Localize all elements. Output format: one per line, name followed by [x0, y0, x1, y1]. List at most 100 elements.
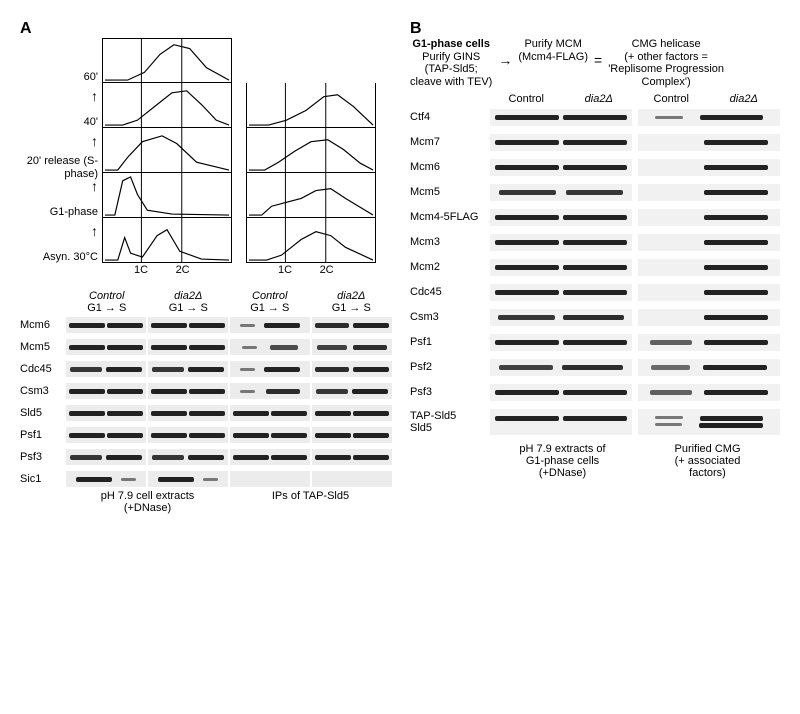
lane-pane	[638, 109, 780, 126]
lane-half	[66, 471, 146, 487]
protein-label: Sic1	[20, 473, 66, 485]
band	[189, 345, 225, 350]
lanes	[66, 317, 392, 333]
band	[189, 389, 225, 394]
band	[315, 367, 349, 372]
blot-row: Cdc45	[20, 358, 392, 380]
protein-label: Sld5	[20, 407, 66, 419]
band	[353, 455, 389, 460]
band	[151, 389, 187, 394]
protein-label: Mcm3	[410, 236, 490, 248]
lane-half	[148, 471, 228, 487]
band	[563, 416, 627, 421]
panel-a-blots: Control dia2Δ Control dia2Δ G1 → S G1 → …	[20, 290, 392, 514]
lane-half	[66, 317, 146, 333]
lane-half	[66, 449, 146, 465]
blot-row: Sld5	[20, 402, 392, 424]
lane-half	[312, 317, 392, 333]
lane-pane	[638, 409, 780, 435]
flow-cell	[102, 218, 232, 263]
band	[121, 478, 136, 481]
lanes	[66, 339, 392, 355]
panel-a-label: A	[20, 20, 392, 38]
band	[107, 323, 143, 328]
protein-label: Mcm7	[410, 136, 490, 148]
lane-half	[312, 339, 392, 355]
band	[704, 390, 768, 395]
lane-pane	[490, 334, 632, 351]
scheme-step3: CMG helicase (+ other factors = 'Repliso…	[608, 38, 724, 89]
blot-caption-row: pH 7.9 cell extracts (+DNase) IPs of TAP…	[20, 490, 392, 514]
band	[70, 455, 102, 460]
lane-group	[66, 449, 228, 465]
flow-column: 1C2C	[102, 38, 232, 280]
band	[495, 416, 559, 421]
lane-half	[312, 427, 392, 443]
blot-row: Mcm4-5FLAG	[410, 205, 780, 230]
panel-b-captions: pH 7.9 extracts of G1-phase cells (+DNas…	[410, 443, 780, 479]
band	[495, 115, 559, 120]
blot-row: Mcm5	[20, 336, 392, 358]
band	[650, 240, 693, 245]
band	[203, 478, 218, 481]
band	[704, 290, 768, 295]
lane-half	[230, 383, 310, 399]
band	[563, 140, 627, 145]
lane-half	[230, 471, 310, 487]
arrow-icon: →	[498, 38, 512, 68]
scheme-step2: Purify MCM (Mcm4-FLAG)	[518, 38, 588, 63]
lanes	[66, 361, 392, 377]
panel-a: A Asyn. 30°C G1-phase 20' release (S-pha…	[20, 20, 392, 514]
lane-pane	[490, 159, 632, 176]
blot-row: Ctf4	[410, 105, 780, 130]
band	[275, 477, 299, 482]
band	[264, 367, 300, 372]
band	[240, 390, 255, 393]
band	[107, 411, 143, 416]
lanes	[490, 109, 780, 126]
protein-label: Csm3	[410, 311, 490, 323]
band	[270, 345, 298, 350]
blot-row: Mcm3	[410, 230, 780, 255]
lane-half	[230, 427, 310, 443]
band	[264, 323, 300, 328]
flow-label-60: 60'	[20, 55, 98, 100]
equals-icon: =	[594, 38, 602, 68]
blot-row: TAP-Sld5Sld5	[410, 405, 780, 439]
blot-rows: Mcm6Mcm5Cdc45Csm3Sld5Psf1Psf3Sic1	[20, 314, 392, 490]
band	[650, 315, 693, 320]
lane-pane	[490, 109, 632, 126]
flow-timepoint-labels: Asyn. 30°C G1-phase 20' release (S-phase…	[20, 38, 102, 280]
band	[188, 367, 224, 372]
flow-cell	[246, 128, 376, 173]
protein-label: Cdc45	[410, 286, 490, 298]
lane-pane	[490, 234, 632, 251]
lane-pane	[638, 209, 780, 226]
band	[151, 433, 187, 438]
flow-cell	[102, 128, 232, 173]
band	[650, 290, 693, 295]
band	[704, 140, 768, 145]
flow-cell	[246, 83, 376, 128]
flow-cell	[246, 173, 376, 218]
band	[498, 315, 555, 320]
band	[188, 455, 224, 460]
band	[271, 455, 307, 460]
band	[242, 346, 257, 349]
lane-half	[66, 383, 146, 399]
col-label: dia2Δ	[708, 93, 781, 105]
lane-half	[312, 361, 392, 377]
band	[76, 477, 112, 482]
band	[563, 115, 627, 120]
band	[69, 389, 105, 394]
lane-group	[230, 427, 392, 443]
phase-label: G1 → S	[332, 302, 371, 314]
band	[233, 411, 269, 416]
phase-label: G1 → S	[87, 302, 126, 314]
band	[70, 367, 102, 372]
band	[352, 389, 388, 394]
band	[562, 365, 622, 370]
lane-group	[66, 361, 228, 377]
group-label: Control	[229, 290, 311, 302]
band	[357, 477, 381, 482]
